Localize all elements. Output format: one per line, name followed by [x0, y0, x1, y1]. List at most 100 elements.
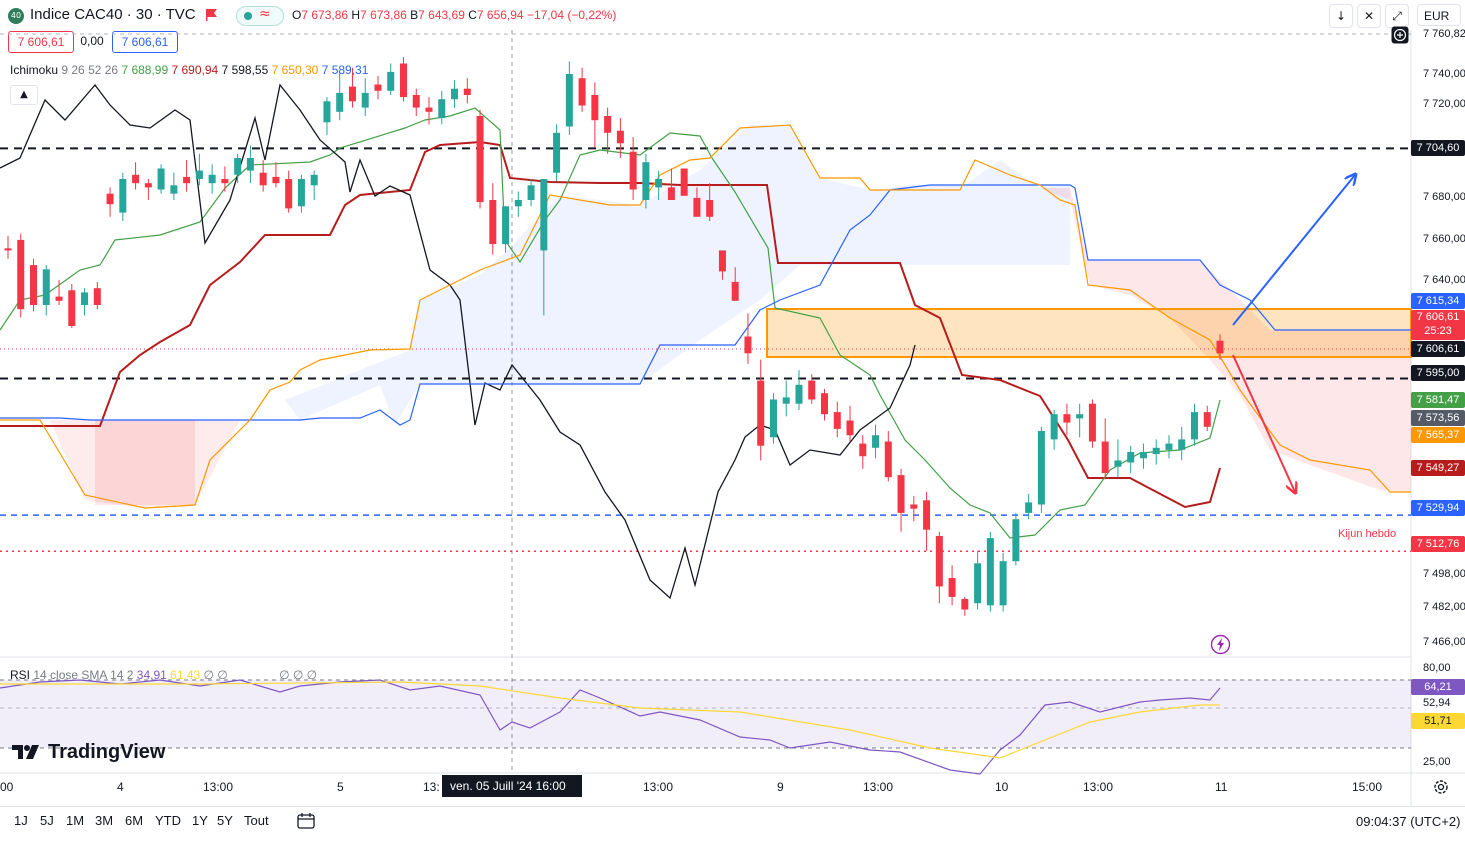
- candle-body: [974, 563, 982, 604]
- range-6m[interactable]: 6M: [125, 813, 144, 828]
- bullish-arrow: [1232, 175, 1355, 326]
- price-tag-support-2: 7 529,94: [1411, 500, 1465, 516]
- candle-body: [81, 292, 89, 305]
- candle-body: [1203, 412, 1211, 427]
- range-5j[interactable]: 5J: [40, 813, 54, 828]
- rsi-ma-tag: 51,71: [1411, 713, 1465, 729]
- currency-select[interactable]: EUR: [1417, 4, 1461, 26]
- candle-body: [183, 176, 191, 184]
- candle-body: [846, 420, 854, 436]
- candle-body: [514, 200, 522, 207]
- candle-body: [132, 174, 140, 184]
- candle-body: [106, 193, 114, 205]
- buy-button[interactable]: 7 606,61: [112, 31, 178, 53]
- collapse-legend-button[interactable]: ▲: [10, 85, 38, 105]
- candle-body: [259, 172, 267, 186]
- candle-body: [833, 412, 841, 429]
- candle-body: [986, 538, 994, 606]
- time-axis-label: 13:00: [1083, 780, 1114, 794]
- lightning-icon[interactable]: [1210, 634, 1231, 655]
- price-axis-label: 7 760,82: [1423, 28, 1465, 40]
- tradingview-logo-icon: [12, 745, 39, 759]
- price-tag-tenkan: 7 581,47: [1411, 392, 1465, 408]
- candle-body: [157, 168, 165, 190]
- rsi-line: [0, 679, 1221, 775]
- cloud-bull: [285, 125, 1070, 425]
- price-axis-label: 7 720,00: [1423, 98, 1465, 110]
- range-1m[interactable]: 1M: [66, 813, 85, 828]
- bottom-toolbar: [0, 806, 1465, 842]
- candle-body: [1216, 340, 1224, 354]
- clock[interactable]: 09:04:37 (UTC+2): [1356, 814, 1461, 829]
- candle-body: [935, 536, 943, 587]
- candle-body: [604, 116, 612, 133]
- crosshair-date-label: ven. 05 Juill '24 16:00: [442, 775, 582, 797]
- candle-body: [693, 197, 701, 217]
- crosshair-plus-icon[interactable]: [1391, 26, 1409, 44]
- down-arrow-button[interactable]: ↓: [1329, 4, 1353, 28]
- candle-body: [999, 561, 1007, 606]
- candle-body: [374, 84, 382, 91]
- candle-body: [897, 475, 905, 513]
- market-open-icon: [244, 12, 252, 20]
- symbol-logo-icon: 40: [8, 8, 24, 24]
- candle-body: [476, 116, 484, 203]
- candle-body: [438, 99, 446, 119]
- rsi-ma-line: [0, 681, 1220, 759]
- candle-body: [348, 86, 356, 102]
- time-axis-label: 11: [1215, 780, 1228, 794]
- ichimoku-legend[interactable]: Ichimoku 9 26 52 26 7 688,99 7 690,94 7 …: [10, 63, 369, 77]
- range-ytd[interactable]: YTD: [155, 813, 181, 828]
- candle-body: [336, 92, 344, 112]
- candle-body: [910, 504, 918, 509]
- range-1j[interactable]: 1J: [14, 813, 28, 828]
- time-axis-label: 9: [777, 780, 784, 794]
- range-3m[interactable]: 3M: [95, 813, 114, 828]
- date-range-icon[interactable]: [296, 811, 316, 831]
- compare-button[interactable]: ✕: [1357, 4, 1381, 28]
- range-5y[interactable]: 5Y: [217, 813, 233, 828]
- price-axis-label: 7 466,00: [1423, 636, 1465, 648]
- candle-body: [1139, 452, 1147, 459]
- bearish-arrow: [1232, 354, 1295, 492]
- flag-icon[interactable]: [205, 8, 219, 22]
- candle-body: [1076, 414, 1084, 419]
- sell-button[interactable]: 7 606,61: [8, 31, 74, 53]
- symbol-title[interactable]: Indice CAC40 · 30 · TVC: [30, 6, 196, 23]
- rsi-axis-label: 25,00: [1423, 756, 1451, 768]
- market-status-pill[interactable]: ≈: [236, 6, 284, 26]
- price-axis-label: 7 680,00: [1423, 191, 1465, 203]
- candle-body: [387, 71, 395, 91]
- candle-body: [361, 92, 369, 108]
- range-1y[interactable]: 1Y: [192, 813, 208, 828]
- time-axis-label: 4: [117, 780, 124, 794]
- candle-body: [629, 151, 637, 190]
- candle-body: [757, 380, 765, 446]
- candle-body: [323, 101, 331, 123]
- fullscreen-button[interactable]: ⤢: [1385, 4, 1409, 28]
- time-axis-label: 00: [0, 780, 14, 794]
- senkou-span-a: [0, 124, 1411, 509]
- candle-body: [170, 185, 178, 194]
- price-axis-label: 7 498,00: [1423, 568, 1465, 580]
- time-axis-label: 13:: [423, 780, 440, 794]
- candle-body: [578, 78, 586, 106]
- candle-body: [1152, 447, 1160, 455]
- candle-body: [297, 179, 305, 207]
- volatility-icon: ≈: [259, 6, 271, 22]
- candle-body: [234, 158, 242, 175]
- candle-body: [502, 206, 510, 245]
- price-tag-span-b: 7 615,34: [1411, 293, 1465, 309]
- candle-body: [923, 500, 931, 530]
- candle-body: [680, 168, 688, 196]
- candle-body: [451, 88, 459, 100]
- candle-body: [144, 183, 152, 188]
- rsi-legend[interactable]: RSI 14 close SMA 14 2 34,91 61,43 ∅ ∅ ∅ …: [10, 668, 318, 682]
- gear-icon[interactable]: [1432, 778, 1450, 796]
- range-all[interactable]: Tout: [244, 813, 269, 828]
- candle-body: [795, 384, 803, 404]
- cloud-bear-2: [0, 420, 240, 508]
- price-tag-kijun-hebdo: 7 512,76: [1411, 536, 1465, 552]
- candle-body: [93, 288, 101, 305]
